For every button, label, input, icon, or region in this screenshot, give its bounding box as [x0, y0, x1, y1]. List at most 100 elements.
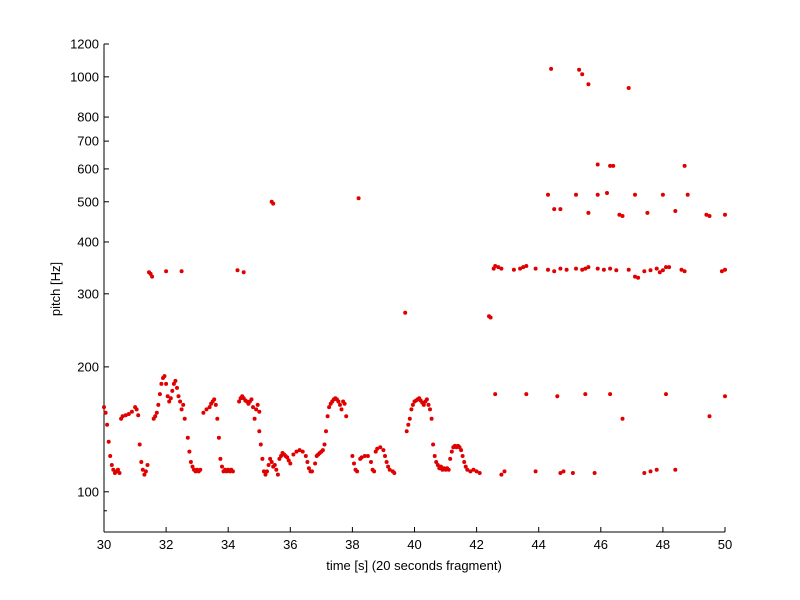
- data-point: [164, 381, 169, 386]
- data-point: [406, 422, 411, 427]
- plot-axes: [103, 44, 725, 533]
- data-point: [626, 267, 631, 272]
- data-point: [274, 467, 279, 472]
- data-point: [477, 471, 482, 475]
- data-point: [381, 448, 386, 453]
- data-point: [117, 471, 122, 475]
- data-point: [392, 471, 397, 475]
- data-point: [297, 448, 302, 453]
- data-point: [552, 207, 557, 212]
- data-point: [511, 267, 516, 272]
- data-point: [109, 463, 114, 467]
- data-point: [383, 454, 387, 458]
- data-point: [188, 460, 193, 464]
- data-point: [260, 456, 265, 461]
- x-tick-label: 30: [97, 537, 111, 552]
- data-point: [263, 472, 268, 477]
- data-point: [592, 471, 597, 475]
- data-point: [279, 454, 283, 458]
- data-point: [673, 209, 678, 213]
- data-point: [320, 448, 325, 453]
- x-tick-label: 50: [718, 537, 732, 552]
- data-point: [344, 414, 349, 419]
- data-point: [533, 266, 538, 271]
- data-point: [673, 467, 678, 472]
- data-point: [431, 442, 436, 447]
- data-point: [448, 456, 453, 461]
- data-point: [294, 449, 299, 454]
- data-point: [617, 212, 622, 217]
- data-point: [462, 460, 467, 464]
- data-point: [103, 410, 108, 415]
- data-point: [257, 429, 262, 434]
- data-point: [409, 407, 414, 412]
- data-point: [182, 416, 187, 421]
- data-point: [564, 267, 569, 272]
- data-point: [574, 192, 578, 197]
- data-point: [459, 448, 464, 453]
- data-point: [682, 163, 687, 168]
- data-point: [608, 392, 613, 397]
- data-point: [164, 269, 169, 274]
- x-tick-label: 42: [469, 537, 483, 552]
- data-point: [521, 265, 526, 270]
- x-tick-label: 46: [594, 537, 608, 552]
- data-point: [257, 409, 262, 414]
- data-point: [660, 268, 665, 273]
- data-point: [407, 416, 412, 421]
- x-tick-label: 38: [345, 537, 359, 552]
- data-point: [175, 385, 179, 390]
- data-point: [218, 456, 223, 461]
- data-point: [255, 402, 260, 407]
- data-point: [171, 381, 176, 386]
- data-point: [350, 454, 355, 458]
- data-point: [204, 407, 209, 412]
- data-point: [271, 201, 276, 206]
- y-tick-label: 700: [77, 134, 99, 149]
- data-point: [136, 413, 141, 418]
- data-point: [179, 407, 184, 412]
- data-point: [355, 469, 360, 474]
- y-axis-ticks: 100 200 300 400 500 600 700 800 1000 1200: [70, 37, 109, 512]
- data-point: [230, 469, 235, 474]
- data-point: [546, 192, 550, 197]
- data-point: [143, 469, 148, 474]
- data-point: [502, 469, 507, 474]
- data-point: [561, 469, 566, 474]
- data-point: [648, 268, 653, 273]
- data-point: [249, 397, 254, 402]
- data-point: [305, 460, 310, 464]
- data-point: [685, 192, 690, 197]
- data-point: [403, 310, 408, 315]
- data-point: [300, 449, 305, 454]
- x-tick-label: 36: [283, 537, 297, 552]
- data-point: [558, 471, 563, 475]
- data-point: [586, 210, 591, 215]
- data-point: [168, 396, 173, 401]
- data-point: [235, 268, 240, 273]
- y-tick-label: 1000: [70, 69, 99, 84]
- y-tick-label: 500: [77, 194, 99, 209]
- y-axis-label: pitch [Hz]: [48, 262, 63, 316]
- data-point: [499, 472, 504, 477]
- data-point: [167, 399, 172, 404]
- x-tick-label: 32: [159, 537, 173, 552]
- data-point: [633, 192, 637, 197]
- data-point: [237, 399, 242, 404]
- data-point: [190, 464, 195, 469]
- data-point: [723, 267, 727, 272]
- data-point: [654, 266, 659, 271]
- data-point: [608, 266, 613, 271]
- data-point: [611, 163, 616, 168]
- data-point: [213, 402, 218, 407]
- data-point: [586, 265, 591, 270]
- data-point: [108, 454, 113, 458]
- data-point: [145, 463, 150, 467]
- data-point: [586, 82, 591, 87]
- y-tick-label: 400: [77, 234, 99, 249]
- data-point: [446, 467, 451, 472]
- data-point: [261, 469, 266, 474]
- data-point: [111, 467, 116, 472]
- data-point: [719, 269, 724, 274]
- data-point: [126, 412, 131, 416]
